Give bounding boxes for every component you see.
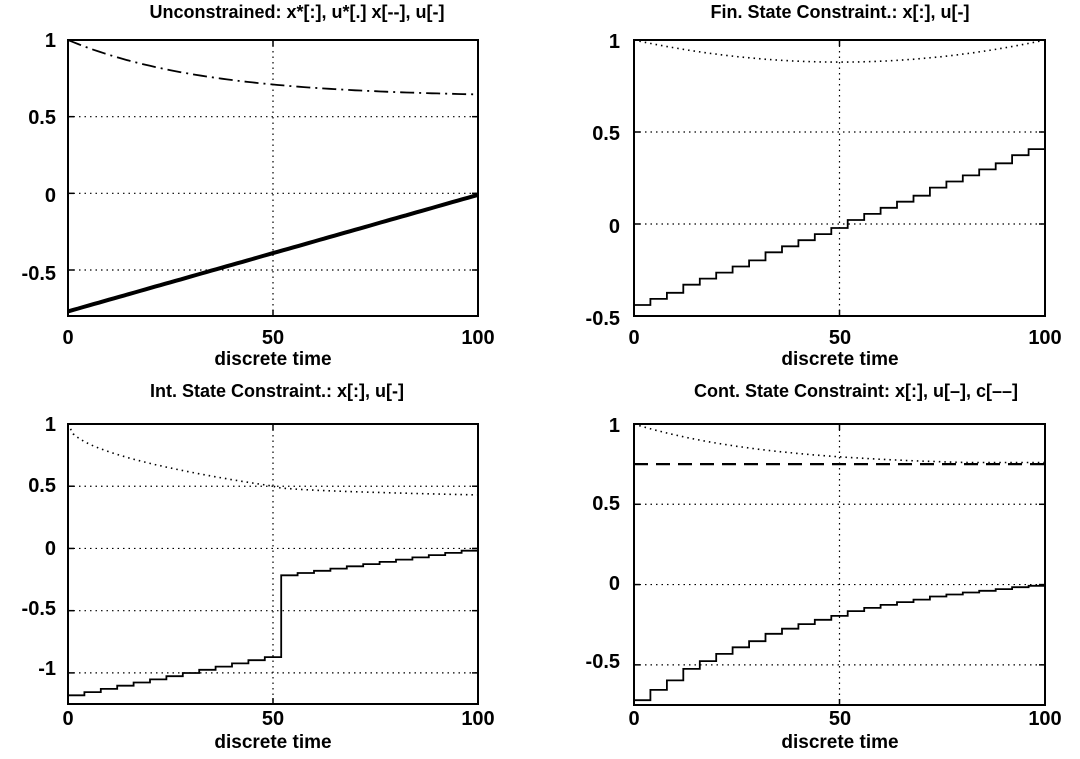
x-tick-label-100: 100 [1028, 327, 1061, 349]
x-axis-label: discrete time [214, 732, 331, 753]
x-tick-label-50: 50 [829, 708, 851, 730]
x-tick-label-100: 100 [461, 327, 494, 349]
chart-title: Fin. State Constraint.: x[:], u[-] [711, 2, 970, 22]
chart-title: Cont. State Constraint: x[:], u[–], c[––… [694, 381, 1018, 401]
series-line-1 [67, 39, 479, 96]
plot-area [633, 423, 1046, 706]
x-axis-label: discrete time [214, 349, 331, 370]
plot-frame [633, 423, 1046, 706]
series-line-2 [67, 192, 479, 314]
x-tick-label-100: 100 [461, 708, 494, 730]
chart-title: Int. State Constraint.: x[:], u[-] [150, 381, 404, 401]
subplot-final-state-constraint: Fin. State Constraint.: x[:], u[-] 0 50 … [586, 2, 1062, 370]
x-tick-label-50: 50 [262, 327, 284, 349]
x-tick-label-0: 0 [62, 327, 73, 349]
y-tick-label-0: 0 [45, 538, 56, 560]
x-tick-label-0: 0 [628, 708, 639, 730]
y-tick-label-m0.5: -0.5 [586, 651, 620, 673]
x-tick-label-100: 100 [1028, 708, 1061, 730]
y-tick-label-0.5: 0.5 [28, 475, 56, 497]
y-tick-label-0: 0 [609, 573, 620, 595]
x-axis-label: discrete time [781, 732, 898, 753]
plot-area [633, 39, 1046, 317]
y-tick-label-0: 0 [45, 185, 56, 207]
y-tick-label-m0.5: -0.5 [586, 308, 620, 330]
x-tick-label-0: 0 [628, 327, 639, 349]
plot-area [67, 39, 479, 317]
x-tick-label-50: 50 [262, 708, 284, 730]
y-tick-label-0.5: 0.5 [592, 493, 620, 515]
series-line-3 [634, 584, 1046, 702]
x-axis-label: discrete time [781, 349, 898, 370]
y-tick-label-0.5: 0.5 [592, 123, 620, 145]
series-line-2 [68, 548, 479, 697]
x-tick-label-50: 50 [829, 327, 851, 349]
plot-area [67, 423, 479, 705]
y-tick-label-0: 0 [609, 216, 620, 238]
series-line-1 [67, 423, 479, 496]
y-tick-label-1: 1 [45, 30, 56, 52]
x-tick-label-0: 0 [62, 708, 73, 730]
y-tick-label-0.5: 0.5 [28, 107, 56, 129]
chart-title: Unconstrained: x*[:], u*[.] x[--], u[-] [150, 2, 445, 22]
y-tick-label-m0.5: -0.5 [22, 598, 56, 620]
subplot-unconstrained: Unconstrained: x*[:], u*[.] x[--], u[-] … [22, 2, 495, 370]
subplot-intermediate-state-constraint: Int. State Constraint.: x[:], u[-] 0 50 … [22, 381, 495, 753]
y-tick-label-1: 1 [45, 414, 56, 436]
y-tick-label-m0.5: -0.5 [22, 263, 56, 285]
y-tick-label-1: 1 [609, 415, 620, 437]
series-line-2 [634, 143, 1046, 306]
subplot-continuous-state-constraint: Cont. State Constraint: x[:], u[–], c[––… [586, 381, 1062, 753]
y-tick-label-1: 1 [609, 31, 620, 53]
y-tick-label-m1: -1 [38, 658, 56, 680]
